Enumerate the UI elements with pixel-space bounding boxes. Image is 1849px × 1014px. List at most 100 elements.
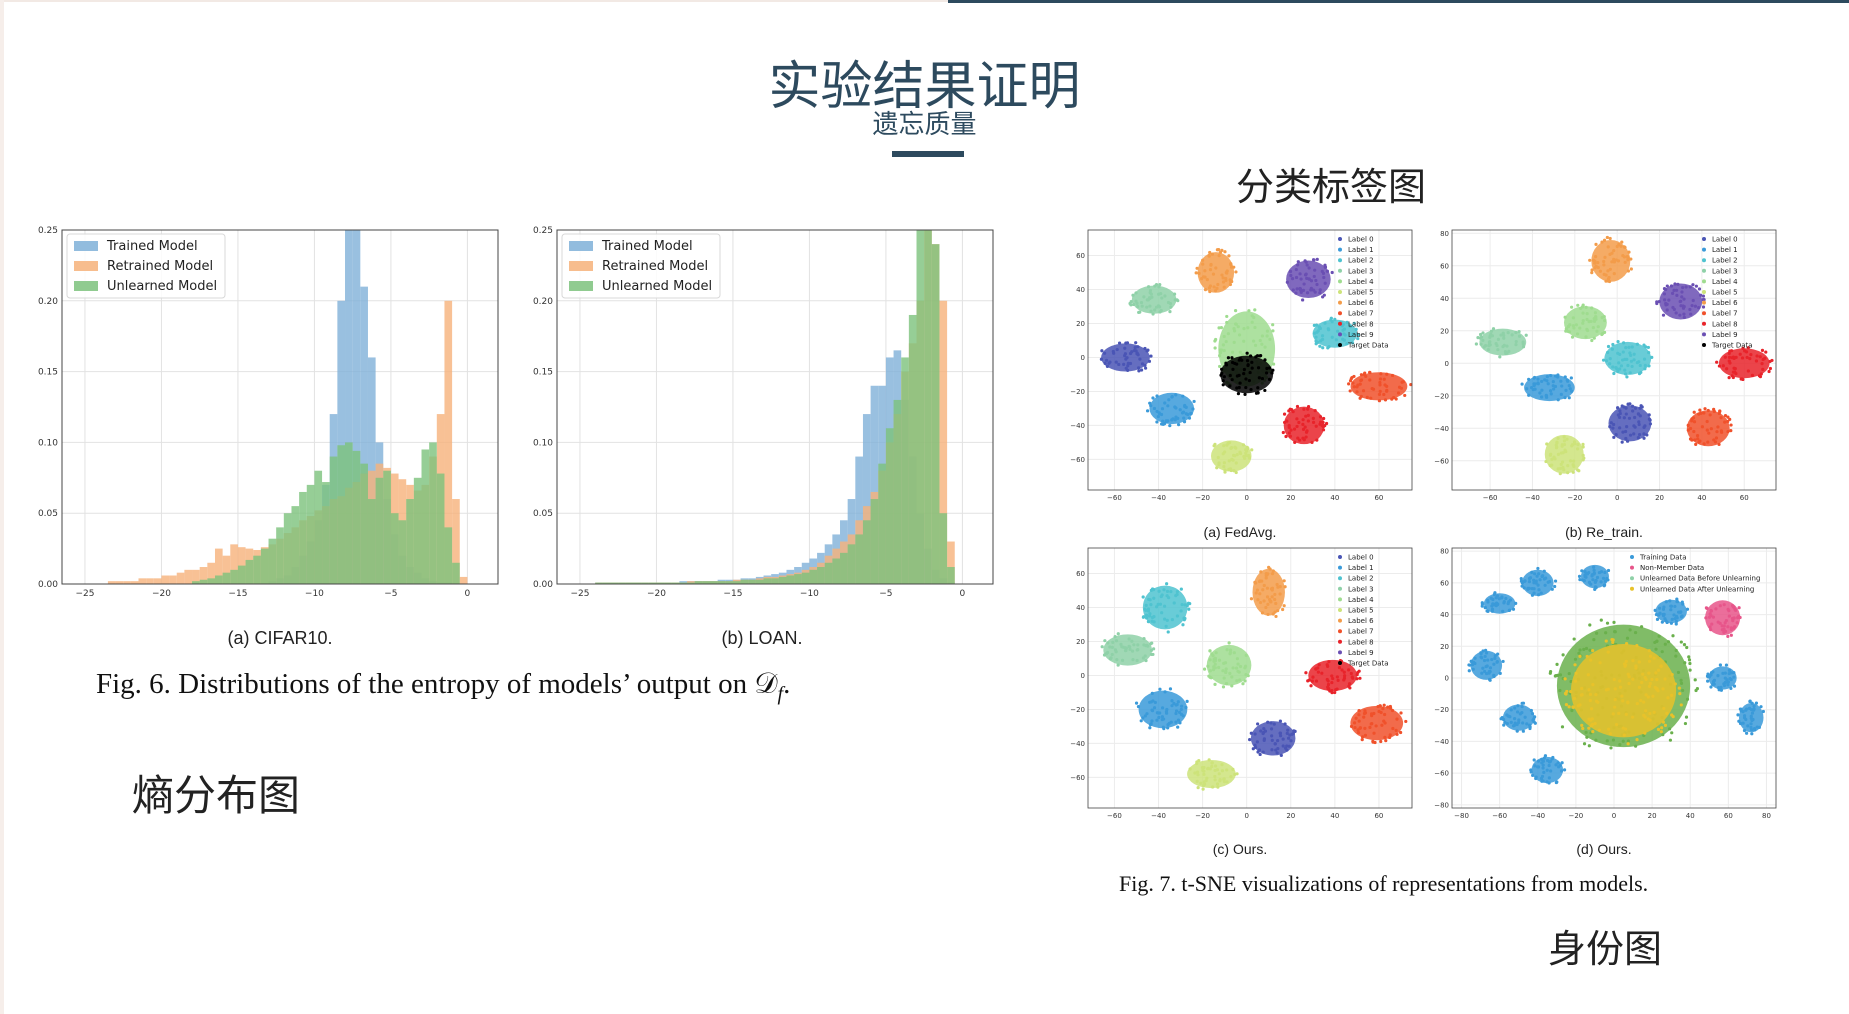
scatter-point xyxy=(1220,273,1224,277)
y-tick-label: 20 xyxy=(1440,327,1449,335)
scatter-point xyxy=(1618,742,1622,747)
scatter-point xyxy=(1616,413,1620,417)
scatter-point xyxy=(1647,364,1651,368)
scatter-point xyxy=(1208,649,1212,653)
scatter-point xyxy=(1685,607,1690,611)
scatter-point xyxy=(1590,717,1594,721)
scatter-cluster xyxy=(1249,565,1287,619)
scatter-point xyxy=(1273,597,1277,602)
scatter-point xyxy=(1145,305,1149,309)
scatter-point xyxy=(1569,389,1574,393)
scatter-point xyxy=(1624,659,1628,663)
scatter-point xyxy=(1222,465,1226,469)
scatter-point xyxy=(1652,710,1656,714)
scatter-point xyxy=(1591,565,1596,569)
scatter-point xyxy=(1624,429,1628,434)
scatter-point xyxy=(1218,364,1222,369)
bar-retrained-model xyxy=(199,567,208,584)
scatter-point xyxy=(1715,360,1719,364)
scatter-point xyxy=(1249,731,1253,735)
scatter-point xyxy=(1134,291,1138,295)
bar-unlearned-model xyxy=(824,562,833,584)
scatter-point xyxy=(1722,683,1727,688)
scatter-point xyxy=(1291,288,1295,292)
scatter-point xyxy=(1608,424,1612,429)
bar-unlearned-model xyxy=(329,456,338,584)
scatter-point xyxy=(1626,742,1630,746)
scatter-point xyxy=(1558,472,1562,476)
scatter-point xyxy=(1726,634,1730,639)
scatter-point xyxy=(1314,424,1318,428)
scatter-point xyxy=(1613,698,1617,702)
scatter-point xyxy=(1266,612,1270,617)
scatter-point xyxy=(1593,311,1598,315)
scatter-point xyxy=(1495,343,1499,348)
bar-retrained-model xyxy=(444,300,453,584)
scatter-point xyxy=(1390,397,1394,401)
scatter-point xyxy=(1124,341,1128,345)
scatter-point xyxy=(1761,367,1765,371)
scatter-point xyxy=(1510,333,1514,337)
scatter-point xyxy=(1626,363,1630,368)
scatter-point xyxy=(1225,768,1229,772)
scatter-point xyxy=(1162,588,1166,592)
scatter-point xyxy=(1545,375,1549,379)
scatter-point xyxy=(1567,705,1571,709)
scatter-point xyxy=(1635,701,1639,706)
scatter-point xyxy=(1552,387,1556,391)
scatter-point xyxy=(1502,333,1506,338)
scatter-cluster xyxy=(1099,341,1153,373)
scatter-point xyxy=(1210,761,1214,765)
scatter-point xyxy=(1649,654,1653,658)
scatter-point xyxy=(1632,352,1636,356)
slide-subtitle: 遗忘质量 xyxy=(872,110,977,140)
scatter-point xyxy=(1759,705,1763,709)
bar-retrained-model xyxy=(687,581,695,584)
scatter-point xyxy=(1533,764,1537,768)
bar-retrained-model xyxy=(169,575,177,584)
scatter-point xyxy=(1169,305,1173,309)
scatter-point xyxy=(1383,398,1388,402)
scatter-point xyxy=(1621,253,1625,258)
scatter-point xyxy=(1360,738,1364,742)
legend-entry: Training Data xyxy=(1639,554,1687,562)
scatter-point xyxy=(1218,777,1222,782)
scatter-point xyxy=(1381,706,1385,711)
scatter-point xyxy=(1602,238,1607,242)
x-tick-label: −60 xyxy=(1107,494,1122,502)
y-tick-label: 0.25 xyxy=(38,226,58,236)
scatter-point xyxy=(1241,682,1245,686)
scatter-point xyxy=(1540,774,1545,779)
scatter-point xyxy=(1565,689,1569,694)
scatter-point xyxy=(1634,744,1638,748)
bar-unlearned-model xyxy=(360,463,368,584)
scatter-point xyxy=(1256,386,1260,390)
scatter-point xyxy=(1505,344,1509,348)
scatter-point xyxy=(1726,415,1730,419)
bar-unlearned-model xyxy=(641,582,649,584)
scatter-point xyxy=(1263,388,1267,393)
scatter-point xyxy=(1553,457,1557,461)
legend-box xyxy=(561,233,721,299)
scatter-point xyxy=(1152,647,1156,651)
scatter-point xyxy=(1217,658,1222,662)
scatter-point xyxy=(1403,393,1407,398)
scatter-point xyxy=(1706,672,1710,676)
scatter-point xyxy=(1230,378,1234,382)
scatter-point xyxy=(1644,709,1648,713)
scatter-point xyxy=(1678,313,1682,317)
legend-entry: Label 1 xyxy=(1348,246,1374,254)
scatter-point xyxy=(1108,657,1113,661)
scatter-point xyxy=(1514,339,1518,344)
scatter-point xyxy=(1257,376,1261,380)
scatter-point xyxy=(1633,630,1638,635)
scatter-point xyxy=(1563,395,1567,400)
scatter-point xyxy=(1612,371,1616,376)
scatter-point xyxy=(1567,671,1571,676)
scatter-point xyxy=(1670,672,1674,677)
scatter-cluster xyxy=(1474,327,1528,359)
scatter-point xyxy=(1717,685,1721,690)
scatter-point xyxy=(1584,730,1588,734)
scatter-point xyxy=(1710,622,1714,626)
scatter-point xyxy=(1529,708,1533,713)
